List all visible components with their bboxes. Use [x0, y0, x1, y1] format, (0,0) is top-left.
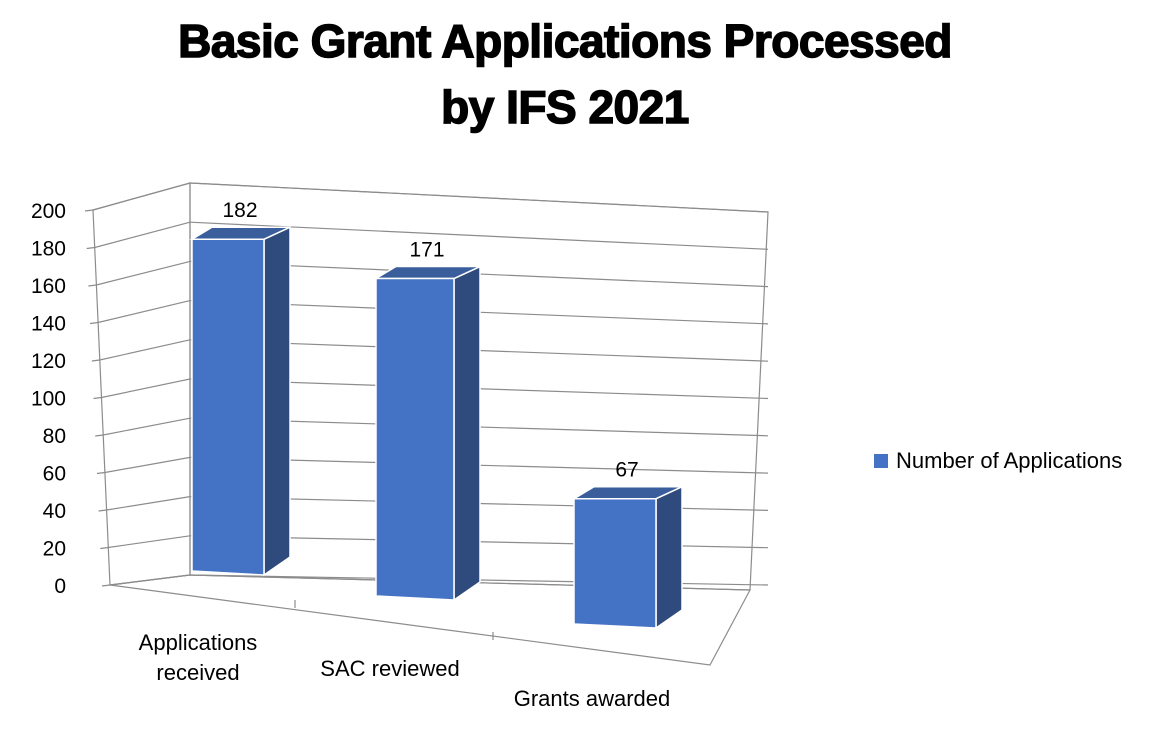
- left-wall: [92, 182, 191, 586]
- legend-swatch-number-of-applications: [874, 454, 888, 468]
- ytick-label-200: 200: [31, 200, 66, 223]
- ytick-label-80: 80: [43, 425, 66, 448]
- bar-side-grants-awarded: [655, 485, 683, 630]
- ytick-label-20: 20: [43, 538, 66, 561]
- bar-applications-received: [191, 238, 265, 576]
- category-label-applications-received-line-1: Applications: [139, 630, 258, 655]
- bar-side-applications-received: [263, 226, 291, 577]
- gridline-side-60: [104, 456, 191, 474]
- chart-title-line-2: by IFS 2021: [440, 80, 690, 134]
- gridline-side-80: [103, 417, 191, 436]
- gridline-side-120: [99, 339, 191, 361]
- ytick-mark-0: [101, 584, 111, 587]
- legend-label-number-of-applications: Number of Applications: [896, 448, 1123, 473]
- ytick-mark-40: [98, 509, 107, 512]
- ytick-mark-180: [86, 246, 95, 250]
- gridline-side-180: [94, 221, 191, 249]
- ytick-mark-200: [84, 209, 94, 212]
- category-label-grants-awarded: Grants awarded: [514, 686, 671, 711]
- ytick-label-120: 120: [31, 350, 66, 373]
- data-label-grants-awarded: 67: [615, 459, 638, 482]
- ytick-label-180: 180: [31, 238, 66, 261]
- ytick-mark-60: [96, 471, 105, 475]
- ytick-mark-140: [90, 321, 99, 325]
- gridline-side-200: [92, 182, 191, 211]
- ytick-mark-80: [95, 434, 104, 437]
- category-label-sac-reviewed: SAC reviewed: [320, 656, 459, 681]
- ytick-label-0: 0: [54, 575, 66, 598]
- data-label-sac-reviewed: 171: [409, 239, 444, 262]
- chart-title-line-1: Basic Grant Applications Processed: [177, 14, 953, 68]
- bar-side-sac-reviewed: [453, 265, 481, 602]
- ytick-label-160: 160: [31, 275, 66, 298]
- ytick-label-40: 40: [43, 500, 66, 523]
- data-label-applications-received: 182: [222, 199, 257, 222]
- chart-title: Basic Grant Applications Processed by IF…: [0, 8, 1130, 140]
- ytick-label-140: 140: [31, 313, 66, 336]
- bar-sac-reviewed: [375, 277, 455, 601]
- gridline-side-140: [97, 300, 191, 324]
- gridline-back-200: [189, 182, 769, 213]
- gridline-side-40: [106, 496, 191, 511]
- ytick-label-100: 100: [31, 388, 66, 411]
- ytick-mark-160: [88, 284, 97, 287]
- gridline-side-0: [109, 574, 191, 586]
- ytick-mark-100: [93, 396, 102, 400]
- ytick-mark-120: [91, 359, 100, 362]
- bar-grants-awarded: [573, 497, 657, 629]
- gridline-side-100: [101, 378, 191, 399]
- legend: Number of Applications: [874, 448, 1122, 474]
- gridline-side-160: [96, 260, 191, 286]
- category-label-applications-received-line-2: received: [156, 660, 239, 685]
- gridline-side-20: [108, 535, 191, 549]
- ytick-label-60: 60: [43, 463, 66, 486]
- ytick-mark-20: [100, 546, 109, 550]
